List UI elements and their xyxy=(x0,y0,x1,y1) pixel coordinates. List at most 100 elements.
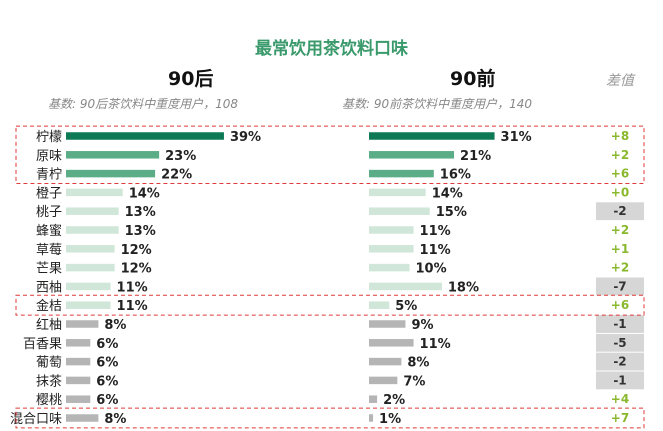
value-label-90s-4: 13% xyxy=(125,205,156,220)
diff-value-8: -7 xyxy=(613,279,626,293)
diff-bg-4 xyxy=(596,202,644,221)
category-label-15: 混合口味 xyxy=(10,412,62,427)
diff-bg-12 xyxy=(596,352,644,371)
value-label-pre90s-8: 18% xyxy=(448,280,479,295)
category-label-0: 柠檬 xyxy=(36,130,62,145)
category-label-8: 西柚 xyxy=(36,280,62,295)
value-label-90s-2: 22% xyxy=(161,168,192,183)
highlight-box-2 xyxy=(15,407,645,429)
diff-bg-10 xyxy=(596,315,644,333)
diff-value-1: +2 xyxy=(611,148,629,162)
bar-90s-7 xyxy=(66,263,115,272)
bar-pre90s-5 xyxy=(369,226,414,234)
diff-value-2: +6 xyxy=(611,167,629,181)
diff-bg-8 xyxy=(596,277,644,296)
bar-90s-9 xyxy=(66,301,111,309)
diff-value-11: -5 xyxy=(613,336,626,350)
category-label-7: 芒果 xyxy=(36,261,62,277)
value-label-90s-10: 8% xyxy=(104,318,126,333)
series-90s-base-label: 基数: 90后茶饮料中重度用户，108 xyxy=(48,97,239,111)
bar-pre90s-8 xyxy=(369,282,442,291)
value-label-90s-9: 11% xyxy=(117,299,148,314)
category-label-5: 蜂蜜 xyxy=(36,224,62,239)
bar-pre90s-7 xyxy=(369,263,410,272)
value-label-pre90s-9: 5% xyxy=(395,299,417,314)
category-label-11: 百香果 xyxy=(23,337,62,352)
diff-value-14: +4 xyxy=(611,392,629,406)
bar-90s-8 xyxy=(66,282,111,291)
value-label-90s-7: 12% xyxy=(121,262,152,277)
bar-pre90s-13 xyxy=(369,376,398,385)
bar-pre90s-14 xyxy=(369,395,378,403)
value-label-90s-6: 12% xyxy=(121,243,152,258)
bar-pre90s-11 xyxy=(369,339,414,347)
value-label-pre90s-1: 21% xyxy=(460,149,491,164)
diff-value-15: +7 xyxy=(611,411,629,425)
diff-value-0: +8 xyxy=(611,129,629,143)
bar-90s-2 xyxy=(66,169,156,178)
value-label-pre90s-7: 10% xyxy=(416,262,447,277)
bar-pre90s-0 xyxy=(369,132,495,140)
value-label-90s-5: 13% xyxy=(125,224,156,239)
bar-pre90s-12 xyxy=(369,357,402,366)
diff-value-7: +2 xyxy=(611,261,629,275)
bar-90s-12 xyxy=(66,357,91,366)
bar-90s-3 xyxy=(66,188,123,197)
value-label-pre90s-5: 11% xyxy=(420,224,451,239)
bar-90s-1 xyxy=(66,151,160,159)
category-label-4: 桃子 xyxy=(36,205,62,220)
diff-value-4: -2 xyxy=(613,204,626,218)
bar-pre90s-9 xyxy=(369,301,390,309)
diff-header: 差值 xyxy=(606,73,634,89)
bar-pre90s-2 xyxy=(369,169,434,178)
value-label-90s-1: 23% xyxy=(165,149,196,164)
bar-pre90s-1 xyxy=(369,151,455,159)
bar-pre90s-6 xyxy=(369,245,414,253)
value-label-pre90s-4: 15% xyxy=(436,205,467,220)
category-label-1: 原味 xyxy=(36,149,62,164)
bar-90s-6 xyxy=(66,245,115,253)
value-label-pre90s-6: 11% xyxy=(420,243,451,258)
category-label-14: 樱桃 xyxy=(36,392,62,408)
diff-value-5: +2 xyxy=(611,223,629,237)
series-pre90s-base-label: 基数: 90前茶饮料中重度用户，140 xyxy=(342,97,533,111)
value-label-pre90s-2: 16% xyxy=(440,168,471,183)
value-label-90s-12: 6% xyxy=(96,356,118,371)
value-label-90s-8: 11% xyxy=(117,280,148,295)
value-label-pre90s-0: 31% xyxy=(501,130,532,145)
category-label-9: 金桔 xyxy=(36,298,62,314)
bar-90s-13 xyxy=(66,376,91,385)
series-90s-header: 90后 xyxy=(168,68,214,90)
bar-pre90s-10 xyxy=(369,320,406,328)
value-label-pre90s-3: 14% xyxy=(432,186,463,201)
chart-title: 最常饮用茶饮料口味 xyxy=(255,39,408,59)
diff-value-10: -1 xyxy=(613,317,626,331)
value-label-pre90s-15: 1% xyxy=(379,412,401,427)
bar-90s-15 xyxy=(66,414,99,422)
value-label-pre90s-12: 8% xyxy=(407,356,429,371)
value-label-pre90s-13: 7% xyxy=(403,374,425,389)
value-label-90s-3: 14% xyxy=(129,186,160,201)
bar-pre90s-3 xyxy=(369,188,426,197)
diff-bg-13 xyxy=(596,371,644,390)
bar-90s-10 xyxy=(66,320,99,328)
bar-90s-14 xyxy=(66,395,91,403)
category-label-10: 红柚 xyxy=(36,317,62,333)
diff-value-3: +0 xyxy=(611,185,629,199)
category-label-12: 葡萄 xyxy=(36,356,62,371)
diff-bg-11 xyxy=(596,333,644,352)
value-label-90s-14: 6% xyxy=(96,393,118,408)
bar-90s-0 xyxy=(66,132,224,140)
category-label-13: 抹茶 xyxy=(36,373,62,389)
bar-90s-4 xyxy=(66,207,119,215)
highlight-box-1 xyxy=(15,294,645,316)
diff-value-13: -1 xyxy=(613,373,626,387)
value-label-90s-13: 6% xyxy=(96,374,118,389)
diff-value-9: +6 xyxy=(611,298,629,312)
bar-90s-11 xyxy=(66,339,91,347)
series-pre90s-header: 90前 xyxy=(450,68,496,90)
category-label-6: 草莓 xyxy=(36,243,62,258)
value-label-90s-11: 6% xyxy=(96,337,118,352)
diff-value-6: +1 xyxy=(611,242,629,256)
